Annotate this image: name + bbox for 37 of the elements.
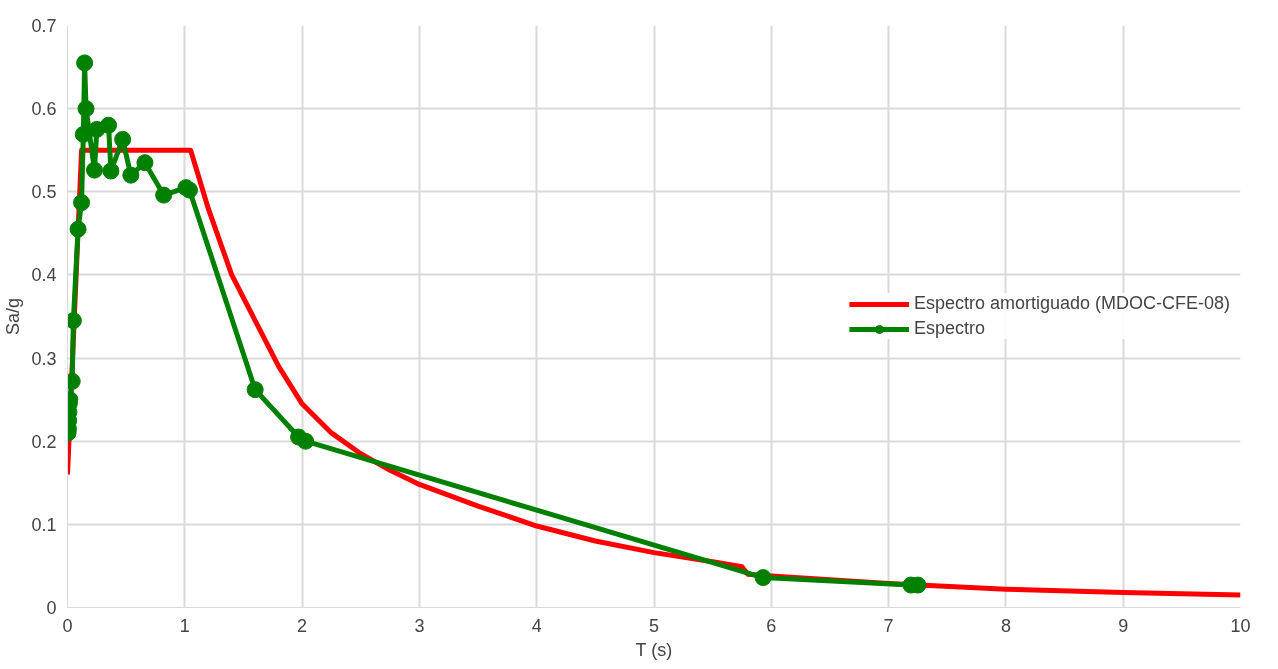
x-tick-label: 9 (1118, 615, 1129, 636)
point (754, 569, 772, 587)
x-axis-title: T (s) (635, 639, 673, 660)
point (76, 54, 94, 72)
point (246, 381, 264, 399)
x-tick-label: 6 (766, 615, 777, 636)
x-tick-label: 3 (414, 615, 425, 636)
y-tick-label: 0.6 (31, 99, 57, 120)
x-tick-label: 2 (297, 615, 308, 636)
x-tick-label: 4 (531, 615, 542, 636)
x-tick-label: 1 (179, 615, 190, 636)
y-tick-label: 0.2 (31, 431, 57, 452)
point (297, 432, 315, 450)
legend-label: Espectro amortiguado (MDOC-CFE-08) (913, 293, 1230, 314)
x-tick-label: 0 (62, 615, 73, 636)
point (136, 154, 154, 172)
x-tick-label: 8 (1000, 615, 1011, 636)
point (85, 161, 103, 179)
y-tick-label: 0.7 (31, 16, 57, 36)
y-axis-title: Sa/g (3, 297, 24, 336)
point (73, 194, 91, 212)
y-tick-label: 0.4 (31, 265, 57, 286)
point (69, 220, 87, 238)
y-tick-label: 0.5 (31, 182, 57, 203)
point (77, 100, 95, 118)
y-tick-label: 0.1 (31, 514, 57, 535)
legend-label: Espectro (913, 318, 985, 339)
x-tick-label: 7 (883, 615, 894, 636)
point (102, 162, 120, 180)
x-tick-label: 10 (1230, 615, 1251, 636)
point (155, 186, 173, 204)
y-tick-label: 0.3 (31, 348, 57, 369)
point (122, 166, 140, 184)
point (100, 116, 118, 134)
y-tick-label: 0 (46, 598, 57, 618)
point (114, 130, 132, 148)
x-tick-label: 5 (648, 615, 660, 636)
